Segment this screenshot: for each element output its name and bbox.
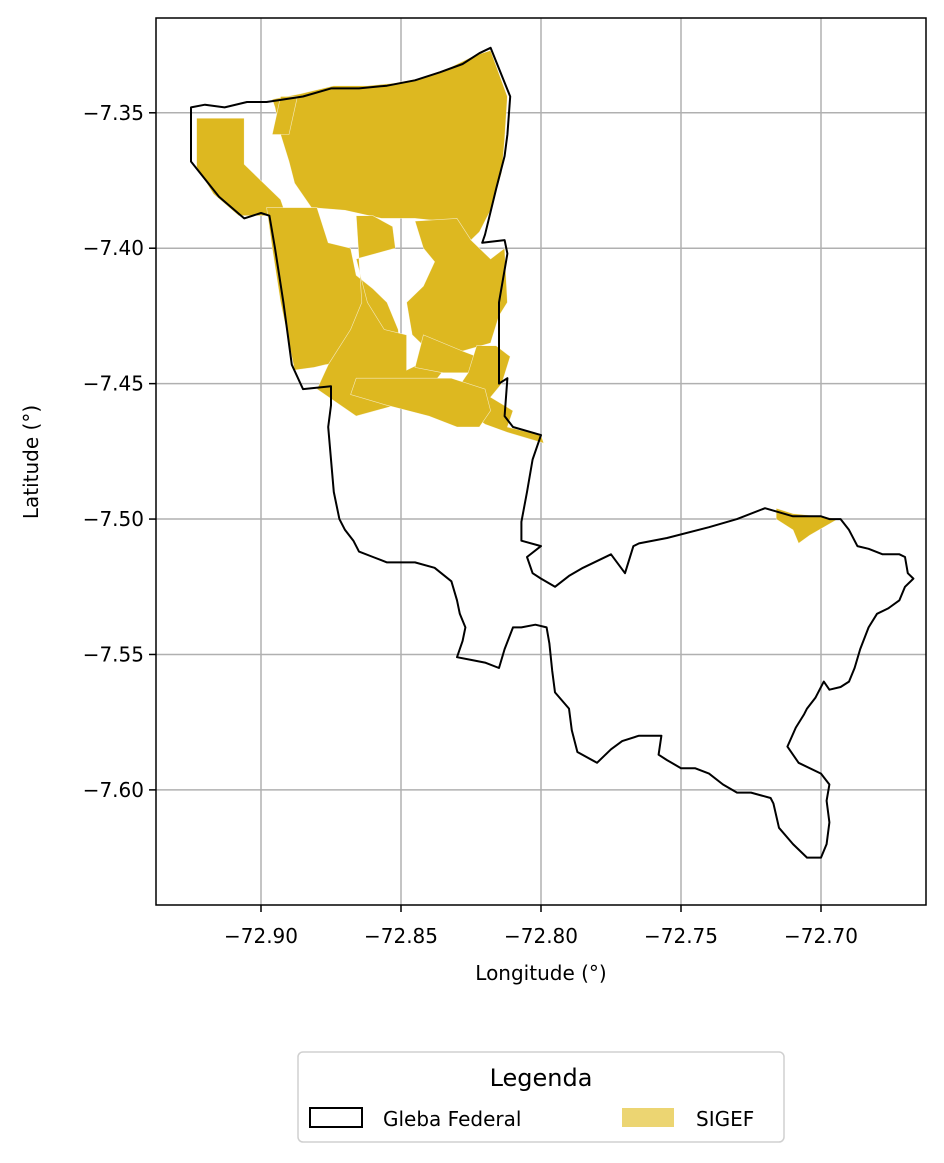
legend: Legenda Gleba Federal SIGEF [297,1051,785,1143]
y-axis-label: Latitude (°) [19,405,43,519]
x-tick-label: −72.90 [224,924,298,948]
x-tick-label: −72.80 [504,924,578,948]
legend-label-sigef: SIGEF [696,1107,754,1131]
legend-swatch-sigef [622,1108,674,1127]
y-tick-label: −7.40 [83,236,144,260]
x-tick-label: −72.75 [644,924,718,948]
y-tick-label: −7.60 [83,778,144,802]
legend-swatch-gleba-federal [309,1107,363,1128]
sigef-parcel [271,96,298,135]
x-axis-label: Longitude (°) [475,961,606,985]
x-tick-label: −72.85 [364,924,438,948]
y-axis-ticks: −7.35 −7.40 −7.45 −7.50 −7.55 −7.60 [83,101,156,802]
legend-title: Legenda [490,1064,593,1092]
y-tick-label: −7.50 [83,507,144,531]
x-axis-ticks: −72.90 −72.85 −72.80 −72.75 −72.70 [224,905,858,948]
map-layers [190,46,915,859]
gleba-federal-boundary [190,46,915,859]
y-tick-label: −7.35 [83,101,144,125]
sigef-parcel [350,377,491,428]
y-tick-label: −7.55 [83,642,144,666]
legend-label-gleba-federal: Gleba Federal [383,1107,521,1131]
sigef-layer [196,50,839,544]
x-tick-label: −72.70 [784,924,858,948]
gleba-federal-layer [190,46,915,859]
grid-lines [156,18,926,905]
y-tick-label: −7.45 [83,372,144,396]
sigef-parcel [271,50,508,241]
